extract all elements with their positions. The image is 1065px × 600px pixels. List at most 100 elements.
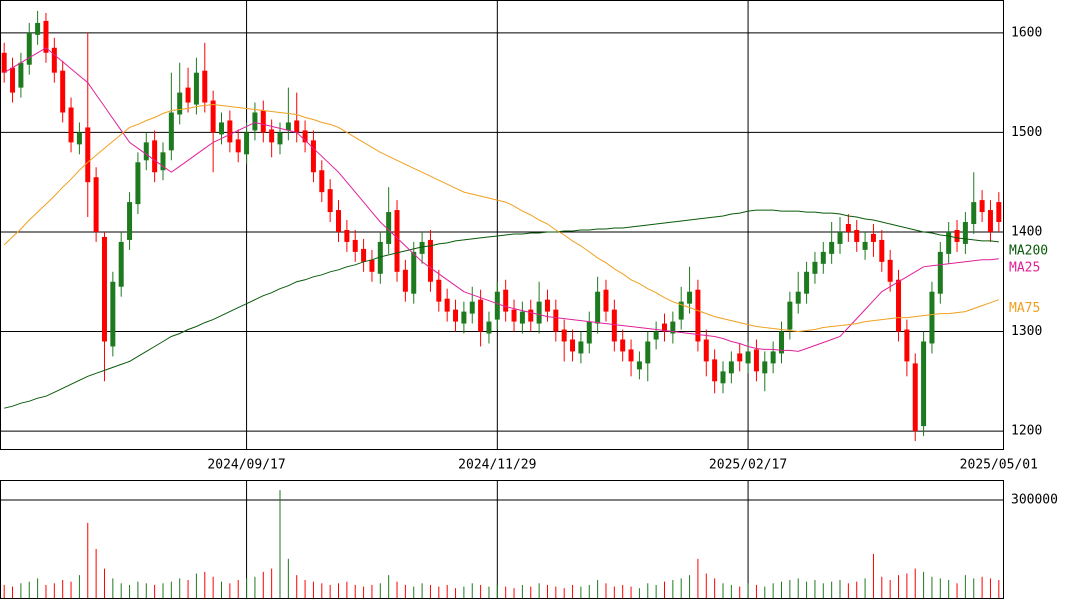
legend-label: MA25 <box>1009 260 1040 275</box>
candle-body <box>762 361 768 374</box>
candle-body <box>753 349 759 372</box>
candle-body <box>645 341 651 364</box>
x-tick-label: 2024/11/29 <box>458 458 536 473</box>
candle-body <box>595 291 601 324</box>
candle-body <box>620 339 626 352</box>
candle-body <box>193 72 199 105</box>
y-tick-label: 1500 <box>1011 125 1042 140</box>
candle-body <box>837 231 843 244</box>
candle-body <box>553 309 559 332</box>
candle-body <box>436 279 442 302</box>
y-tick-label: 1200 <box>1011 424 1042 439</box>
candle-body <box>160 152 166 171</box>
candle-body <box>1 52 7 73</box>
candle-body <box>511 309 517 322</box>
candle-body <box>678 301 684 320</box>
candle-body <box>820 251 826 264</box>
candle-body <box>670 321 676 334</box>
price-frame <box>0 0 1004 450</box>
candle-body <box>728 361 734 374</box>
candle-body <box>310 140 316 173</box>
candle-body <box>578 341 584 354</box>
candle-body <box>361 248 367 262</box>
candle-body <box>152 140 158 173</box>
candle-body <box>369 259 375 272</box>
candle-body <box>177 92 183 115</box>
candle-body <box>862 241 868 250</box>
candle-body <box>937 251 943 294</box>
candle-body <box>804 271 810 294</box>
candle-body <box>68 107 74 143</box>
candle-body <box>879 239 885 262</box>
candle-body <box>854 229 860 242</box>
candle-body <box>202 70 208 103</box>
candle-body <box>544 299 550 312</box>
candle-body <box>979 200 985 213</box>
candle-body <box>494 291 500 320</box>
candle-body <box>896 279 902 332</box>
candle-body <box>712 359 718 382</box>
candle-body <box>720 371 726 384</box>
candle-body <box>603 289 609 312</box>
candle-body <box>795 291 801 304</box>
candle-body <box>829 241 835 254</box>
candle-body <box>244 132 250 155</box>
candle-body <box>227 120 233 143</box>
candle-body <box>628 349 634 362</box>
candle-body <box>168 112 174 151</box>
candle-body <box>43 20 49 53</box>
volume-frame <box>0 480 1004 599</box>
candle-body <box>327 189 333 213</box>
candle-body <box>929 291 935 344</box>
candle-body <box>611 309 617 342</box>
candle-body <box>336 210 342 232</box>
moving-average-line <box>3 47 999 352</box>
candle-body <box>870 233 876 242</box>
candle-body <box>427 239 433 282</box>
candle-body <box>845 224 851 232</box>
candle-body <box>503 289 509 312</box>
candle-body <box>946 231 952 254</box>
candle-body <box>779 331 785 354</box>
candle-body <box>971 202 977 225</box>
volume-tick-label: 300000 <box>1011 492 1058 507</box>
candle-body <box>536 301 542 324</box>
candle-body <box>636 361 642 370</box>
candle-body <box>93 177 99 232</box>
candle-body <box>260 110 266 133</box>
candle-body <box>235 139 241 153</box>
candle-body <box>411 251 417 294</box>
candle-body <box>561 329 567 342</box>
candle-body <box>127 202 133 240</box>
candle-body <box>770 351 776 364</box>
candle-body <box>737 353 743 362</box>
legend-label: MA75 <box>1009 301 1040 316</box>
candle-body <box>269 129 275 143</box>
candle-body <box>143 142 149 161</box>
moving-average-line <box>4 209 999 409</box>
candle-body <box>586 321 592 344</box>
candle-body <box>695 289 701 342</box>
candle-body <box>461 311 467 324</box>
candle-body <box>419 241 425 254</box>
moving-average-line <box>3 103 999 333</box>
candle-body <box>76 132 82 145</box>
candle-body <box>987 210 993 232</box>
candle-body <box>904 329 910 362</box>
candle-body <box>444 298 450 312</box>
candle-body <box>528 309 534 322</box>
y-tick-label: 1300 <box>1011 324 1042 339</box>
candle-body <box>469 301 475 314</box>
candle-body <box>110 281 116 347</box>
candle-body <box>453 309 459 322</box>
candle-body <box>185 87 191 103</box>
candle-body <box>962 222 968 244</box>
candle-body <box>352 239 358 252</box>
candle-body <box>394 210 400 272</box>
candle-body <box>386 212 392 244</box>
candle-body <box>653 331 659 340</box>
y-tick-label: 1600 <box>1011 25 1042 40</box>
candle-body <box>377 241 383 274</box>
candle-body <box>344 229 350 242</box>
candle-body <box>787 301 793 330</box>
